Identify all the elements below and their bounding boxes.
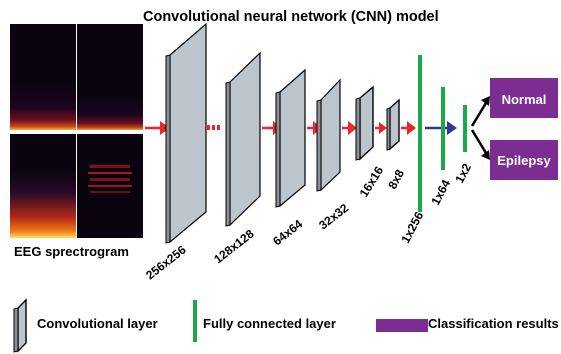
layer-label-16: 16x16 [357, 164, 387, 200]
legend-conv-swatch [13, 298, 27, 353]
legend-conv-label: Convolutional layer [37, 316, 158, 331]
conv-layer-8 [386, 98, 400, 151]
layer-label-8: 8x8 [385, 167, 407, 192]
layer-label-256: 256x256 [143, 242, 189, 282]
output-epilepsy-label: Epilepsy [497, 153, 551, 168]
legend: Convolutional layer Fully connected laye… [13, 298, 559, 353]
fc-label-256: 1x256 [398, 209, 426, 245]
layer-label-128: 128x128 [211, 226, 257, 266]
output-epilepsy-box [490, 140, 558, 180]
conv-layer-256 [165, 22, 207, 244]
layer-label-32: 32x32 [316, 201, 351, 233]
arrow-conv4-to-conv5 [342, 121, 357, 135]
conv-layer-128 [225, 51, 261, 227]
arrow-conv6-to-fc [401, 121, 416, 135]
legend-class-swatch [376, 319, 428, 332]
arrow-to-normal [470, 96, 490, 127]
legend-class-label: Classification results [428, 316, 559, 331]
fc-label-64: 1x64 [428, 177, 453, 207]
arrow-input-to-conv1 [145, 121, 170, 135]
fc-label-2: 1x2 [452, 161, 474, 186]
layer-label-64: 64x64 [270, 217, 305, 249]
output-normal-label: Normal [502, 92, 547, 107]
conv-layer-16 [355, 85, 374, 161]
ellipsis-connector [207, 125, 220, 130]
arrow-to-epilepsy [470, 129, 490, 160]
spectrogram-label: EEG sprectrogram [14, 244, 129, 259]
conv-layer-32 [316, 78, 341, 192]
arrow-conv5-to-conv6 [375, 122, 387, 134]
eeg-spectrogram [10, 24, 143, 238]
conv-layer-64 [275, 68, 306, 208]
legend-fc-label: Fully connected layer [203, 316, 336, 331]
output-normal-box [490, 78, 558, 118]
diagram-title: Convolutional neural network (CNN) model [143, 9, 439, 25]
